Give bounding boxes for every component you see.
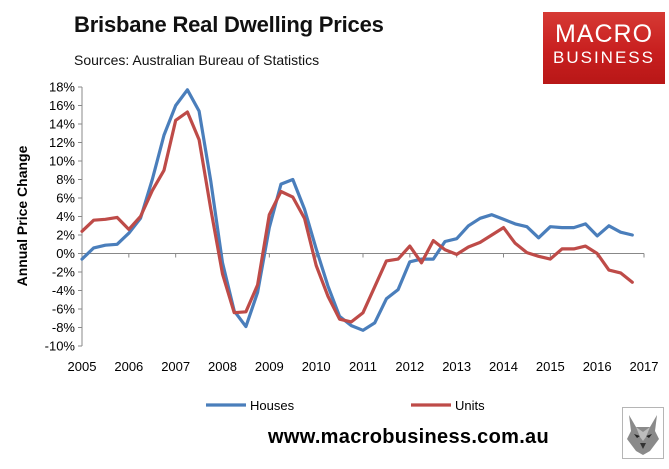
legend-label-houses: Houses: [250, 398, 295, 413]
y-tick-label: 18%: [49, 80, 75, 95]
y-tick-label: -2%: [52, 265, 76, 280]
chart-title: Brisbane Real Dwelling Prices: [74, 12, 384, 37]
y-axis-ticks: -10% -8% -6% -4% -2% 0% 2% 4% 6% 8% 10% 12% 14% 16% 18…: [45, 80, 82, 354]
logo-line-1: MACRO: [554, 20, 654, 48]
series-lines: [80, 88, 634, 332]
macrobusiness-logo: MACRO BUSINESS: [543, 12, 665, 84]
y-tick-label: 16%: [49, 98, 75, 113]
y-tick-label: -4%: [52, 283, 76, 298]
x-tick-label: 2010: [302, 359, 331, 374]
x-tick-label: 2011: [349, 359, 377, 374]
logo-line-2: BUSINESS: [553, 48, 655, 67]
series-line-units: [80, 110, 634, 324]
y-tick-label: 2%: [56, 228, 75, 243]
y-tick-label: -8%: [52, 320, 76, 335]
y-tick-label: -6%: [52, 302, 76, 317]
y-tick-label: 8%: [56, 172, 75, 187]
y-tick-label: 4%: [56, 209, 75, 224]
x-tick-label: 2015: [536, 359, 565, 374]
chart-legend: Houses Units: [206, 398, 485, 413]
x-tick-label: 2009: [255, 359, 284, 374]
y-tick-label: -10%: [45, 339, 76, 354]
x-tick-label: 2007: [161, 359, 190, 374]
x-tick-label: 2012: [395, 359, 424, 374]
legend-label-units: Units: [455, 398, 485, 413]
y-tick-label: 12%: [49, 135, 75, 150]
x-tick-label: 2016: [583, 359, 612, 374]
x-tick-label: 2017: [630, 359, 659, 374]
x-tick-label: 2008: [208, 359, 237, 374]
y-axis-label: Annual Price Change: [14, 145, 30, 286]
wolf-logo-icon: [622, 407, 664, 459]
series-line-houses: [80, 88, 634, 332]
x-axis-ticks: 2005 2006 2007 2008 2009 2010 2011 2012 2013 2014…: [68, 253, 659, 374]
x-tick-label: 2014: [489, 359, 518, 374]
x-tick-label: 2013: [442, 359, 471, 374]
x-tick-label: 2005: [68, 359, 97, 374]
y-tick-label: 0%: [56, 246, 75, 261]
x-tick-label: 2006: [114, 359, 143, 374]
chart-subtitle: Sources: Australian Bureau of Statistics: [74, 52, 320, 68]
website-url: www.macrobusiness.com.au: [268, 426, 549, 448]
y-tick-label: 6%: [56, 191, 75, 206]
y-tick-label: 10%: [49, 154, 75, 169]
y-tick-label: 14%: [49, 117, 75, 132]
